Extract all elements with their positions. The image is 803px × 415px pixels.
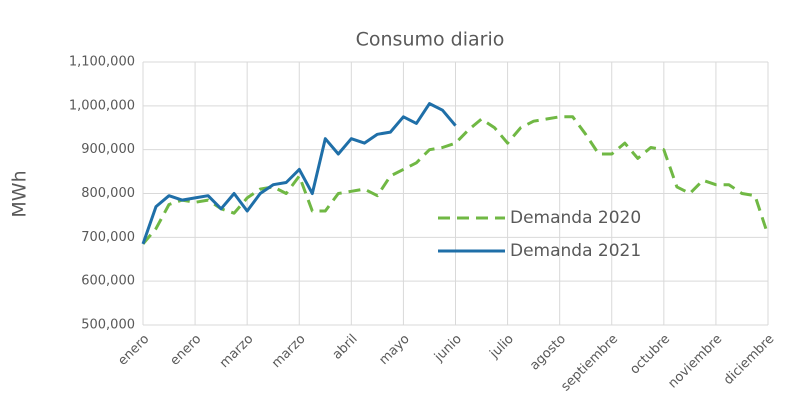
y-axis-label: MWh [9,170,31,217]
x-tick-label: marzo [269,332,308,371]
y-tick-label: 700,000 [81,230,135,245]
x-tick-label: abril [330,332,361,363]
y-tick-label: 600,000 [81,274,135,289]
legend-label: Demanda 2021 [510,241,641,261]
x-tick-label: agosto [527,332,569,374]
x-tick-label: julio [486,332,516,362]
legend-label: Demanda 2020 [510,208,641,228]
series-line [141,115,770,245]
chart-title: Consumo diario [356,29,505,51]
x-tick-label: mayo [376,332,412,368]
x-tick-label: diciembre [721,332,777,388]
x-tick-label: marzo [217,332,256,371]
series-line [141,102,457,245]
y-tick-label: 1,100,000 [69,55,135,70]
y-tick-label: 1,000,000 [69,98,135,113]
x-tick-label: junio [431,332,465,366]
x-tick-label: noviembre [665,332,725,392]
x-tick-label: enero [115,332,152,369]
y-tick-label: 800,000 [81,186,135,201]
x-tick-label: octubre [627,332,673,378]
y-tick-label: 900,000 [81,142,135,157]
y-tick-label: 500,000 [81,318,135,333]
x-tick-label: enero [167,332,204,369]
